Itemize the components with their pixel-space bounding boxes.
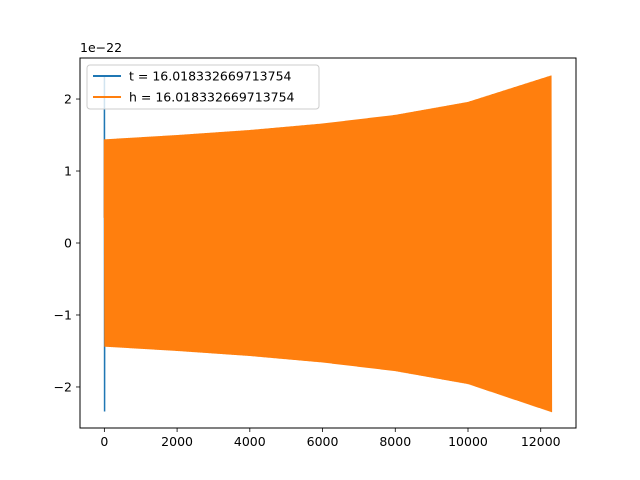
y-tick-label: 0 xyxy=(64,236,72,251)
x-axis: 0 2000 4000 6000 8000 10000 12000 xyxy=(100,428,561,449)
y-offset-label: 1e−22 xyxy=(80,40,122,55)
x-tick-label: 2000 xyxy=(161,434,193,449)
y-tick-label: −1 xyxy=(54,307,72,322)
x-tick-label: 4000 xyxy=(234,434,266,449)
x-tick-label: 0 xyxy=(100,434,108,449)
legend-label-t: t = 16.018332669713754 xyxy=(129,69,292,84)
legend-label-h: h = 16.018332669713754 xyxy=(129,90,295,105)
y-tick-label: 1 xyxy=(64,164,72,179)
legend-box xyxy=(86,64,320,110)
x-tick-label: 10000 xyxy=(448,434,488,449)
x-tick-label: 12000 xyxy=(521,434,561,449)
legend: t = 16.018332669713754 h = 16.0183326697… xyxy=(86,64,320,110)
x-tick-label: 8000 xyxy=(379,434,411,449)
plot-area xyxy=(103,75,553,413)
series-line-h xyxy=(103,75,553,413)
y-tick-label: 2 xyxy=(64,92,72,107)
y-tick-label: −2 xyxy=(54,379,72,394)
y-axis: −2 −1 0 1 2 xyxy=(54,92,80,394)
x-tick-label: 6000 xyxy=(307,434,339,449)
